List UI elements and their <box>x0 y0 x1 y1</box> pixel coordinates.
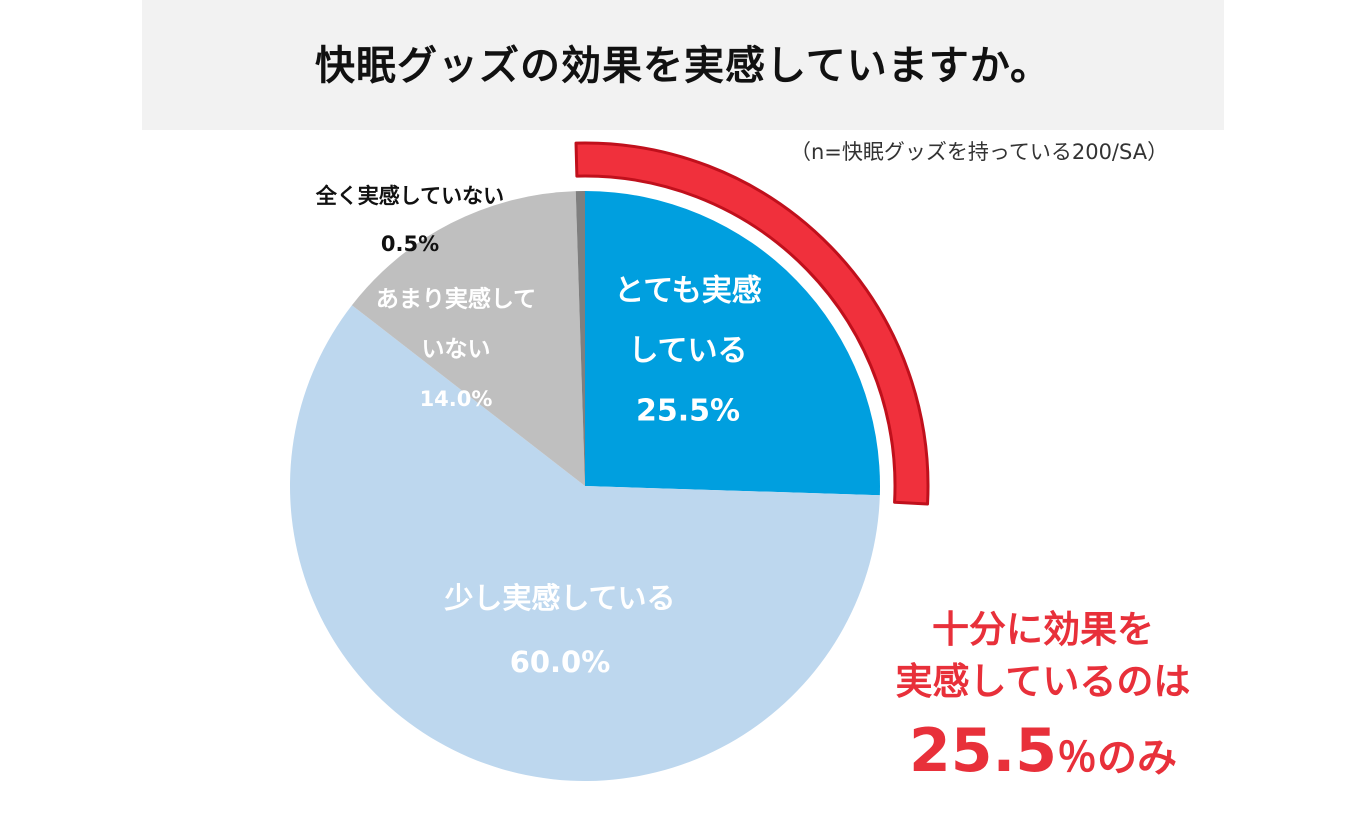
slice-value-label-0: 25.5% <box>636 394 740 429</box>
slice-value-label-2: 14.0% <box>420 387 493 411</box>
pie-slice-0 <box>585 191 881 496</box>
callout: 十分に効果を 実感しているのは 25.5％のみ <box>858 604 1228 805</box>
slice-name-label-0-1: している <box>628 334 747 369</box>
callout-line-2: 実感しているのは <box>895 660 1191 703</box>
slice-name-label-3-0: 全く実感していない <box>315 184 504 208</box>
callout-line-3: 25.5％のみ <box>858 712 1228 805</box>
pie-slice-2 <box>351 191 585 486</box>
title-banner: 快眠グッズの効果を実感していますか。 <box>142 0 1224 130</box>
slice-value-label-1: 60.0% <box>510 645 611 679</box>
sample-note: （n=快眠グッズを持っている200/SA） <box>790 140 1169 164</box>
callout-line-1: 十分に効果を <box>932 608 1154 651</box>
pie-slice-1 <box>289 305 880 781</box>
callout-suffix: ％のみ <box>1057 735 1178 781</box>
slice-name-label-0-0: とても実感 <box>614 274 762 309</box>
callout-value: 25.5 <box>908 716 1058 786</box>
pie-slice-3 <box>575 191 585 486</box>
highlight-arc <box>574 141 930 506</box>
slice-value-label-3: 0.5% <box>381 232 439 256</box>
slice-name-label-1-0: 少し実感している <box>444 581 675 615</box>
slice-name-label-2-0: あまり実感して <box>376 286 536 313</box>
slice-name-label-2-1: いない <box>422 337 491 363</box>
chart-title: 快眠グッズの効果を実感していますか。 <box>315 43 1051 89</box>
